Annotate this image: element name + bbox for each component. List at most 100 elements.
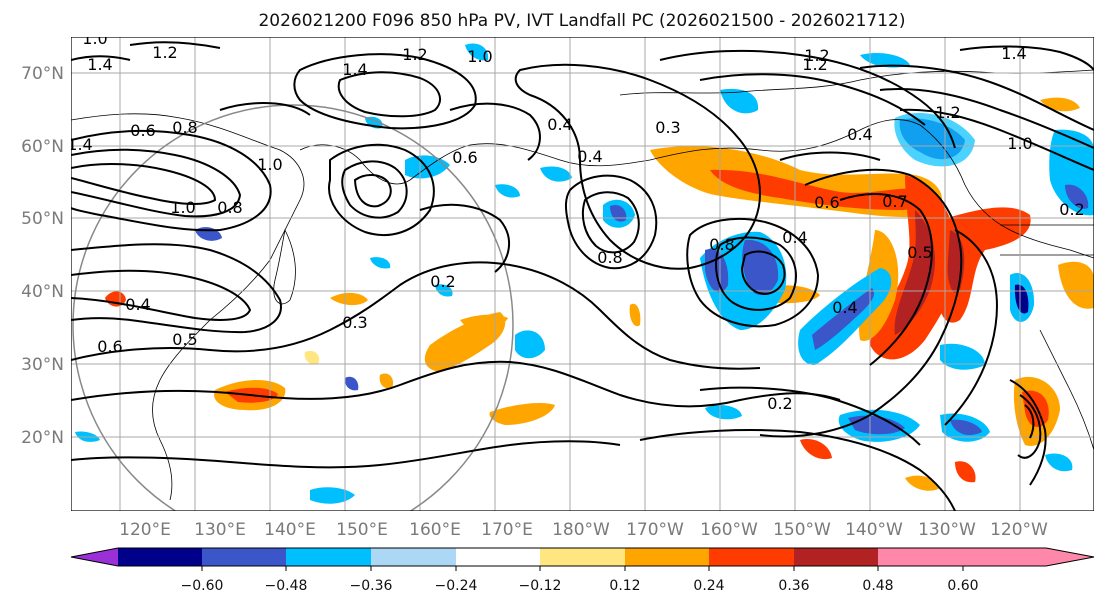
colorbar-tick-label: 0.12 <box>609 578 640 594</box>
lon-label: 170°W <box>626 520 684 540</box>
negative-anomaly-small-1 <box>515 330 545 359</box>
lon-label: 120°E <box>119 520 171 540</box>
colorbar-tick-label: 0.24 <box>693 578 724 594</box>
contour-label: 0.5 <box>172 330 197 349</box>
positive-anomaly-small-5 <box>800 439 832 460</box>
colorbar-bin <box>202 548 286 566</box>
contour-label: 0.4 <box>832 298 857 317</box>
colorbar: −0.60 −0.48 −0.36 −0.24 −0.12 0.12 0.24 … <box>70 547 1095 594</box>
colorbar-bin <box>625 548 709 566</box>
positive-anomaly-coastal-east <box>938 207 1031 323</box>
coastlines <box>71 69 1094 501</box>
colorbar-bin <box>118 548 202 566</box>
negative-anomaly-north-2 <box>860 53 910 68</box>
positive-anomaly-midpacific-north <box>460 314 508 332</box>
negative-anomaly-east-coast-core <box>1065 184 1089 209</box>
lat-label-70: 70°N <box>21 64 64 84</box>
colorbar-tick-label: −0.24 <box>435 578 478 594</box>
contour-label: 1.2 <box>935 103 960 122</box>
contour-label: 0.2 <box>1059 200 1084 219</box>
negative-anomaly-small-6 <box>435 284 453 297</box>
colorbar-tick-label: −0.36 <box>350 578 393 594</box>
contour-label: 0.4 <box>782 228 807 247</box>
gridlines <box>71 37 1094 511</box>
negative-anomaly-small-3 <box>310 487 355 504</box>
negative-anomaly-small-2 <box>344 376 359 391</box>
lat-label-40: 40°N <box>21 282 64 302</box>
lon-label: 150°W <box>773 520 831 540</box>
contour-label: 0.7 <box>882 192 907 211</box>
contour-label: 1.4 <box>87 55 112 74</box>
colorbar-tick-label: −0.60 <box>181 578 224 594</box>
contour-label: 0.8 <box>709 235 734 254</box>
negative-anomaly-south-4 <box>705 405 742 420</box>
contour-label: 1.0 <box>257 155 282 174</box>
contour-label: 0.8 <box>597 248 622 267</box>
contour-label: 0.6 <box>814 193 839 212</box>
colorbar-extend-left <box>71 548 118 566</box>
contour-label: 0.4 <box>125 295 150 314</box>
lon-label: 140°E <box>264 520 316 540</box>
positive-anomaly-small-10 <box>304 350 320 365</box>
lon-label: 130°W <box>918 520 976 540</box>
lon-label: 140°W <box>845 520 903 540</box>
lon-label: 130°E <box>194 520 246 540</box>
contour-label: 0.3 <box>342 313 367 332</box>
contour-label: 1.0 <box>1007 134 1032 153</box>
colorbar-bin <box>286 548 371 566</box>
negative-anomaly-diagonal-core <box>812 288 875 350</box>
lat-label-60: 60°N <box>21 137 64 157</box>
negative-anomaly-small-5 <box>370 257 391 269</box>
positive-anomaly-small-9 <box>379 373 394 389</box>
negative-anomaly-north-3 <box>465 43 489 61</box>
contour-label: 0.6 <box>452 148 477 167</box>
contour-label: 0.6 <box>97 337 122 356</box>
range-circle <box>72 104 514 511</box>
colorbar-bin <box>456 548 540 566</box>
longitude-labels: 120°E 130°E 140°E 150°E 160°E 170°E 180°… <box>119 520 1048 540</box>
lon-label: 180°W <box>552 520 610 540</box>
contour-label: 0.4 <box>847 125 872 144</box>
latitude-labels: 70°N 60°N 50°N 40°N 30°N 20°N <box>21 64 64 448</box>
colorbar-tick-label: −0.48 <box>265 578 308 594</box>
contour-label: 0.4 <box>577 147 602 166</box>
colorbar-bin <box>794 548 878 566</box>
map-panel: 1.0 1.2 1.4 1.4 1.2 1.0 1.4 0.8 0.6 0.4 … <box>71 37 1094 511</box>
contour-label: 1.2 <box>402 45 427 64</box>
negative-anomaly-south-1-core <box>848 415 905 435</box>
contour-label: 0.2 <box>430 272 455 291</box>
contour-label: 0.6 <box>130 121 155 140</box>
contour-label: 0.2 <box>767 394 792 413</box>
colorbar-tick-label: 0.60 <box>947 578 978 594</box>
positive-anomaly-small-3 <box>489 402 555 425</box>
lon-label: 160°E <box>409 520 461 540</box>
negative-anomaly-gulf-outer <box>894 113 975 167</box>
contour-label: 0.8 <box>217 198 242 217</box>
lon-label: 150°E <box>336 520 388 540</box>
colorbar-bin <box>371 548 456 566</box>
contour-label: 1.0 <box>467 47 492 66</box>
colorbar-extend-right <box>963 548 1094 566</box>
pv-contours <box>71 41 1094 511</box>
positive-anomaly-east-edge <box>1058 261 1094 309</box>
contour-label: 1.0 <box>170 198 195 217</box>
positive-anomaly-small-2 <box>330 292 368 306</box>
negative-anomaly-north-1 <box>720 88 759 114</box>
lat-label-20: 20°N <box>21 428 64 448</box>
positive-anomaly-small-7 <box>955 461 976 483</box>
contour-label: 0.5 <box>907 243 932 262</box>
lon-label: 160°W <box>700 520 758 540</box>
contour-label: 1.4 <box>1001 44 1026 63</box>
lon-label: 170°E <box>481 520 533 540</box>
contour-label: 1.2 <box>804 46 829 65</box>
contour-label: 0.3 <box>655 118 680 137</box>
negative-anomaly-south-2-core <box>950 419 982 436</box>
contour-labels: 1.0 1.2 1.4 1.4 1.2 1.0 1.4 0.8 0.6 0.4 … <box>71 37 1085 413</box>
contour-label: 1.2 <box>152 43 177 62</box>
positive-anomaly-coastal-core <box>894 210 935 335</box>
colorbar-bin <box>878 548 963 566</box>
positive-anomaly-small-8 <box>629 303 641 327</box>
contour-label: 1.4 <box>342 60 367 79</box>
contour-label: 0.8 <box>172 118 197 137</box>
